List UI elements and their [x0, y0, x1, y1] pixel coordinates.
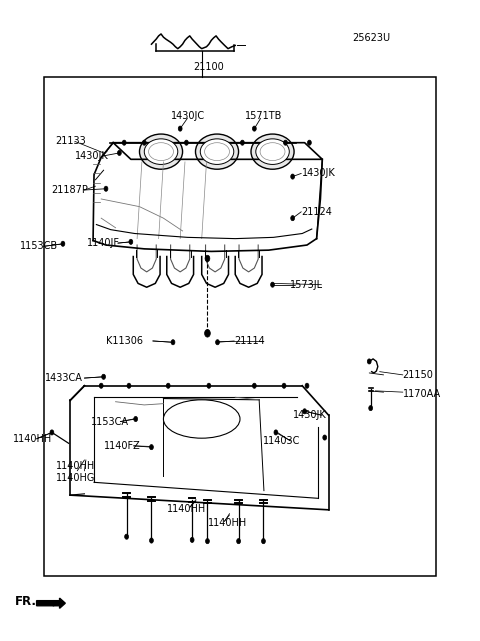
- Text: 1430JK: 1430JK: [302, 169, 336, 178]
- Circle shape: [204, 329, 210, 337]
- Circle shape: [367, 359, 371, 364]
- Circle shape: [308, 140, 312, 146]
- Text: 1140HH: 1140HH: [167, 504, 206, 514]
- Circle shape: [118, 151, 121, 156]
- Circle shape: [184, 140, 188, 146]
- Text: 21114: 21114: [234, 336, 265, 346]
- Circle shape: [262, 538, 265, 544]
- Circle shape: [150, 445, 154, 450]
- Circle shape: [134, 417, 138, 422]
- Text: 1170AA: 1170AA: [403, 389, 441, 399]
- Circle shape: [122, 140, 126, 146]
- Circle shape: [282, 383, 286, 388]
- Circle shape: [274, 430, 278, 435]
- Ellipse shape: [140, 134, 182, 169]
- Circle shape: [166, 383, 170, 388]
- Circle shape: [207, 383, 211, 388]
- Circle shape: [252, 383, 256, 388]
- Text: 21187P: 21187P: [51, 185, 88, 195]
- Text: 11403C: 11403C: [263, 436, 300, 445]
- Bar: [44, 78, 436, 576]
- Text: 21124: 21124: [301, 207, 332, 217]
- Circle shape: [150, 538, 154, 543]
- Ellipse shape: [163, 400, 240, 438]
- Circle shape: [271, 282, 275, 287]
- Ellipse shape: [260, 143, 285, 161]
- Text: 1153CB: 1153CB: [20, 241, 58, 251]
- Text: 1430JK: 1430JK: [293, 410, 326, 420]
- Ellipse shape: [195, 134, 239, 169]
- Text: 1430JK: 1430JK: [75, 151, 108, 161]
- Circle shape: [129, 239, 133, 244]
- Text: 21100: 21100: [193, 62, 224, 72]
- Text: FR.: FR.: [15, 595, 37, 608]
- Text: 21133: 21133: [56, 137, 86, 146]
- Ellipse shape: [200, 139, 234, 165]
- Text: 1140JF: 1140JF: [87, 238, 120, 248]
- Circle shape: [99, 383, 103, 388]
- Circle shape: [216, 340, 219, 345]
- Circle shape: [240, 140, 244, 146]
- Text: 1140HG: 1140HG: [56, 474, 95, 483]
- Ellipse shape: [144, 139, 178, 165]
- FancyArrow shape: [36, 598, 65, 608]
- Circle shape: [178, 126, 182, 131]
- Ellipse shape: [256, 139, 289, 165]
- Circle shape: [125, 534, 129, 539]
- Circle shape: [61, 241, 65, 246]
- Text: 1153CA: 1153CA: [91, 417, 129, 426]
- Text: 1433CA: 1433CA: [45, 373, 83, 383]
- Text: 25623U: 25623U: [352, 33, 391, 43]
- Circle shape: [252, 126, 256, 131]
- Circle shape: [171, 340, 175, 345]
- Circle shape: [205, 255, 210, 262]
- Circle shape: [291, 174, 295, 179]
- Circle shape: [102, 374, 106, 379]
- Circle shape: [104, 186, 108, 191]
- Circle shape: [369, 406, 372, 411]
- Circle shape: [305, 383, 309, 388]
- Circle shape: [205, 538, 209, 544]
- Circle shape: [143, 140, 146, 146]
- Text: 21150: 21150: [403, 370, 433, 380]
- Circle shape: [190, 537, 194, 542]
- Text: 1140FZ: 1140FZ: [104, 441, 140, 451]
- Ellipse shape: [251, 134, 294, 169]
- Circle shape: [127, 383, 131, 388]
- Circle shape: [291, 215, 295, 221]
- Text: K11306: K11306: [106, 336, 143, 346]
- Circle shape: [323, 435, 326, 440]
- Circle shape: [237, 538, 240, 544]
- Ellipse shape: [204, 143, 229, 161]
- Text: 1140HH: 1140HH: [12, 434, 52, 444]
- Text: 1140HH: 1140HH: [207, 519, 247, 528]
- Text: 1571TB: 1571TB: [245, 111, 282, 121]
- Text: 1430JC: 1430JC: [170, 111, 205, 121]
- Text: 1140HH: 1140HH: [56, 462, 95, 471]
- Circle shape: [50, 430, 54, 435]
- Circle shape: [284, 140, 288, 146]
- Circle shape: [303, 409, 307, 414]
- Text: 1573JL: 1573JL: [290, 279, 324, 290]
- Ellipse shape: [149, 143, 173, 161]
